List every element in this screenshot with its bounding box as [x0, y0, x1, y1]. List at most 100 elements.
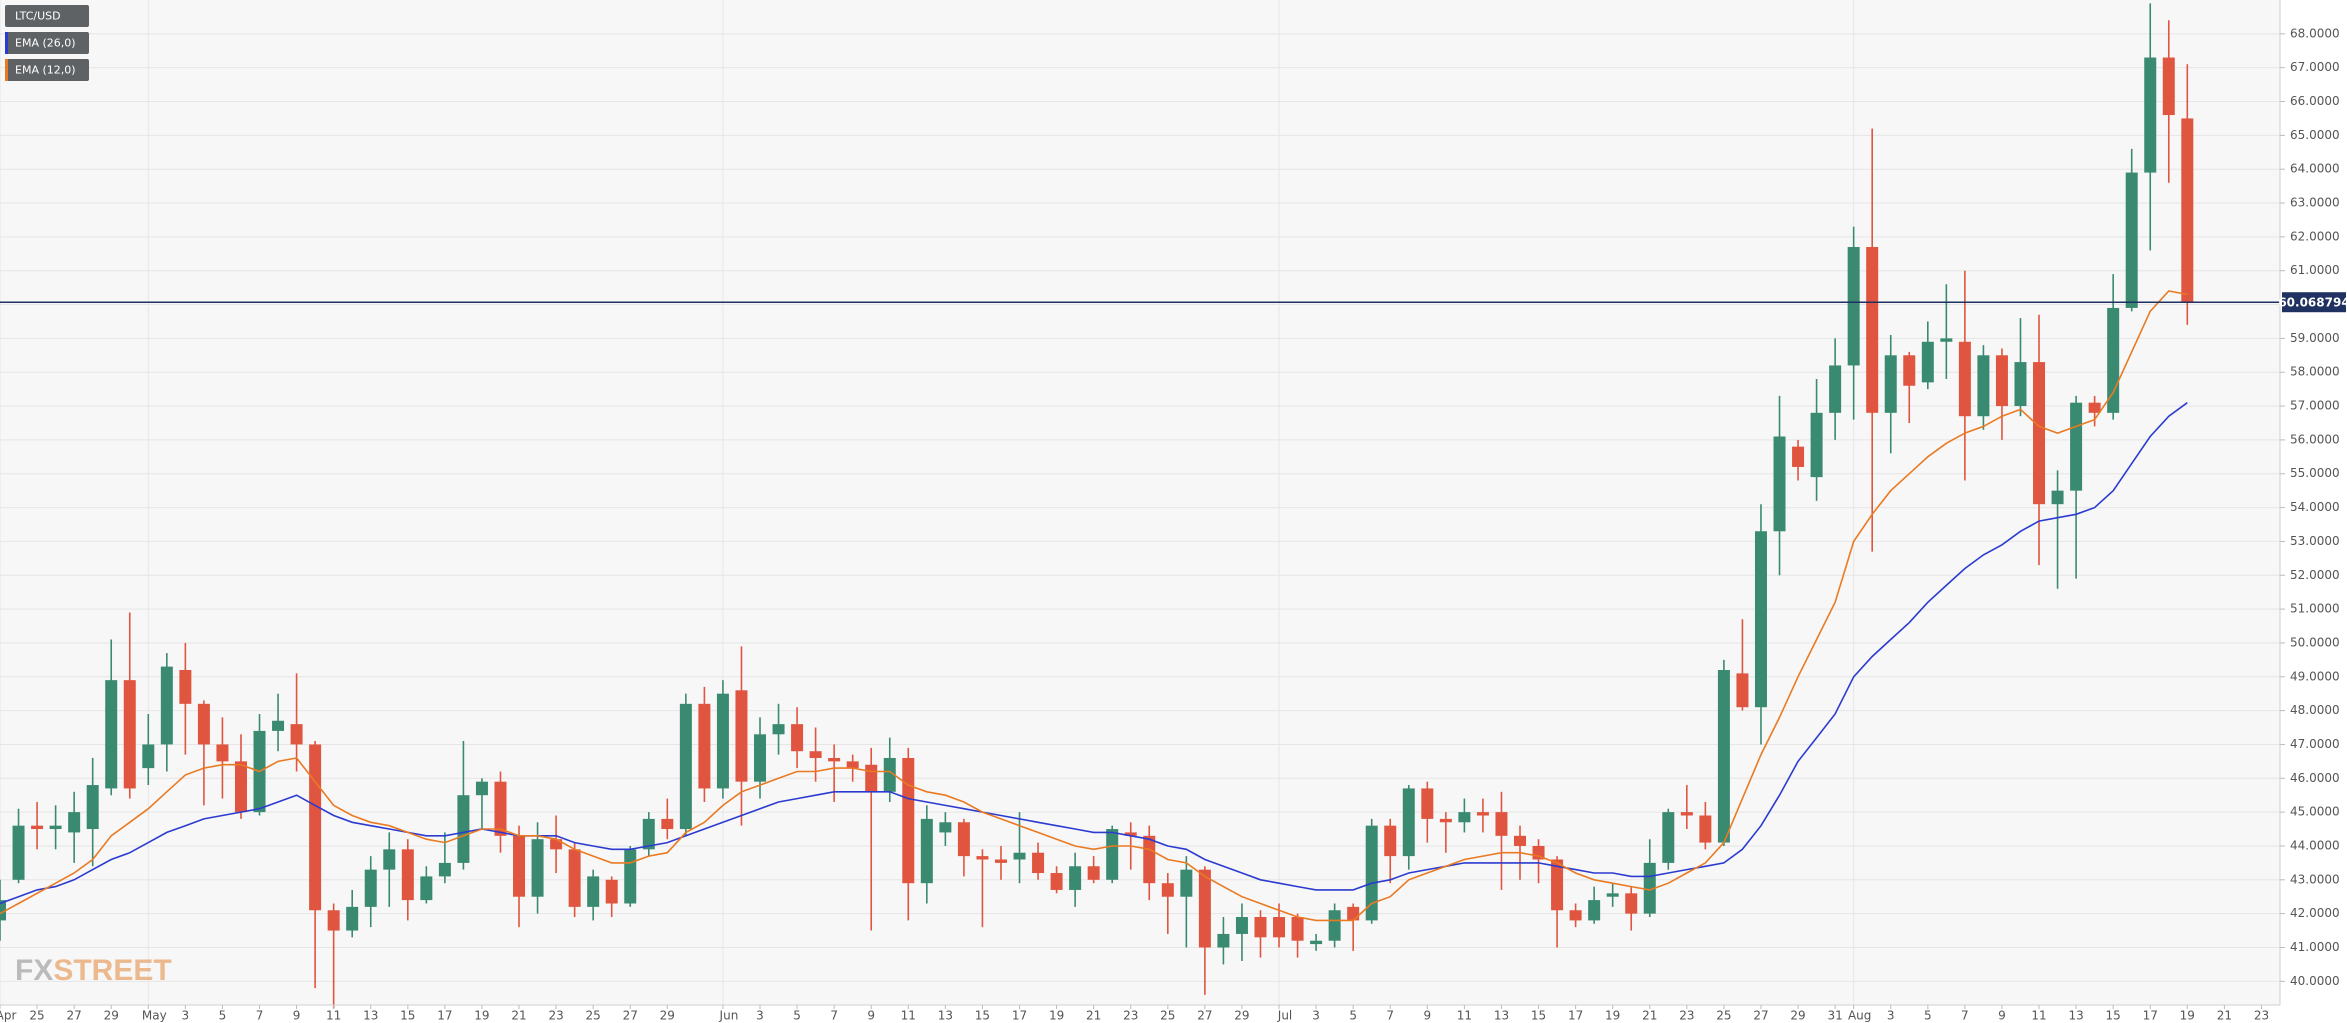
candle-body [754, 734, 766, 782]
y-tick-label: 40.0000 [2290, 974, 2340, 988]
candle-body [1958, 341, 1971, 417]
candle-body [1347, 906, 1360, 921]
y-tick-label: 57.0000 [2290, 399, 2340, 413]
candle-body [883, 757, 896, 792]
candle-body [1606, 893, 1619, 897]
x-tick-label: Apr [0, 1009, 16, 1023]
candle-body [1217, 933, 1230, 948]
current-price-label: 60.068794 [2278, 296, 2347, 310]
x-tick-label: 27 [1753, 1009, 1768, 1023]
candle-body [1995, 355, 2008, 407]
candle-body [1273, 917, 1286, 938]
x-tick-label: 31 [1827, 1009, 1842, 1023]
candle-body [272, 720, 285, 731]
candle-body [475, 781, 488, 796]
y-tick-label: 59.0000 [2290, 331, 2340, 345]
marks [0, 3, 2280, 1009]
x-tick-label: 29 [1234, 1009, 1249, 1023]
candle-body [346, 906, 359, 931]
candle-body [1810, 412, 1823, 478]
x-tick-label: May [142, 1009, 167, 1023]
candle-body [1662, 812, 1675, 863]
candle-body [976, 856, 989, 860]
legend-box [5, 5, 89, 27]
candle-body [587, 876, 600, 907]
candle-body [1161, 883, 1174, 897]
y-tick-label: 61.0000 [2290, 263, 2340, 277]
candle-body [105, 680, 118, 789]
candle-body [1977, 355, 1990, 417]
candle-body [1736, 673, 1749, 708]
candle-body [1699, 815, 1712, 843]
x-tick-label: 17 [2143, 1009, 2158, 1023]
x-tick-label: 5 [219, 1009, 227, 1023]
x-tick-label: 13 [1494, 1009, 1509, 1023]
candle-body [920, 818, 933, 884]
legend-swatch [5, 32, 8, 54]
x-tick-label: 13 [2068, 1009, 2083, 1023]
candle-body [716, 693, 729, 789]
x-tick-label: Jun [719, 1009, 739, 1023]
candle-body [605, 879, 618, 904]
candle-body [1458, 812, 1471, 823]
x-tick-label: 3 [756, 1009, 764, 1023]
current-price-tag [2282, 292, 2346, 313]
candle-body [438, 862, 451, 877]
candle-body [1254, 917, 1267, 938]
axes: 40.0000 41.0000 42.0000 43.0000 44.0000 45.00… [0, 26, 2347, 1023]
candle-body [1680, 812, 1693, 816]
candle-body [1792, 446, 1805, 467]
candle-body [216, 744, 229, 762]
plot-background [0, 0, 2280, 1005]
x-tick-label: 29 [104, 1009, 119, 1023]
x-tick-label: 7 [256, 1009, 264, 1023]
x-tick-label: 3 [1312, 1009, 1320, 1023]
y-tick-label: 51.0000 [2290, 602, 2340, 616]
x-tick-label: 17 [1568, 1009, 1583, 1023]
x-tick-label: 19 [474, 1009, 489, 1023]
x-tick-label: 11 [326, 1009, 341, 1023]
candle-body [531, 839, 544, 897]
candle-body [2144, 57, 2157, 173]
candle-body [1069, 866, 1082, 890]
candle-body [420, 876, 433, 901]
candle-body [1625, 893, 1638, 914]
grid [0, 0, 2280, 1005]
candle-body [642, 818, 655, 850]
x-tick-label: 15 [975, 1009, 990, 1023]
candle-body [142, 744, 155, 769]
x-tick-label: 17 [1012, 1009, 1027, 1023]
x-tick-label: 29 [660, 1009, 675, 1023]
x-tick-label: 27 [67, 1009, 82, 1023]
candle-body [160, 666, 173, 745]
legend-box [5, 59, 89, 81]
x-tick-label: 23 [548, 1009, 563, 1023]
candle-body [1310, 940, 1323, 945]
x-tick-label: 23 [1679, 1009, 1694, 1023]
candle-body [568, 849, 581, 907]
y-tick-label: 49.0000 [2290, 669, 2340, 683]
x-tick-label: 25 [29, 1009, 44, 1023]
candle-body [865, 764, 878, 792]
x-tick-label: 21 [511, 1009, 526, 1023]
x-tick-label: 3 [1887, 1009, 1895, 1023]
candle-body [1847, 247, 1860, 366]
candle-body [1087, 866, 1100, 880]
x-tick-label: 27 [1197, 1009, 1212, 1023]
x-tick-label: 5 [1924, 1009, 1932, 1023]
y-tick-label: 62.0000 [2290, 229, 2340, 243]
legend-box [5, 32, 89, 54]
watermark: FXSTREET [15, 954, 172, 987]
y-tick-label: 47.0000 [2290, 737, 2340, 751]
x-tick-label: 11 [2031, 1009, 2046, 1023]
candle-body [1032, 852, 1045, 874]
y-tick-label: 65.0000 [2290, 128, 2340, 142]
y-tick-label: 46.0000 [2290, 771, 2340, 785]
candle-body [290, 724, 303, 745]
y-tick-label: 53.0000 [2290, 534, 2340, 548]
candle-body [2051, 490, 2064, 505]
y-tick-label: 55.0000 [2290, 466, 2340, 480]
candle-body [1402, 788, 1415, 857]
candle-body [1717, 670, 1730, 843]
